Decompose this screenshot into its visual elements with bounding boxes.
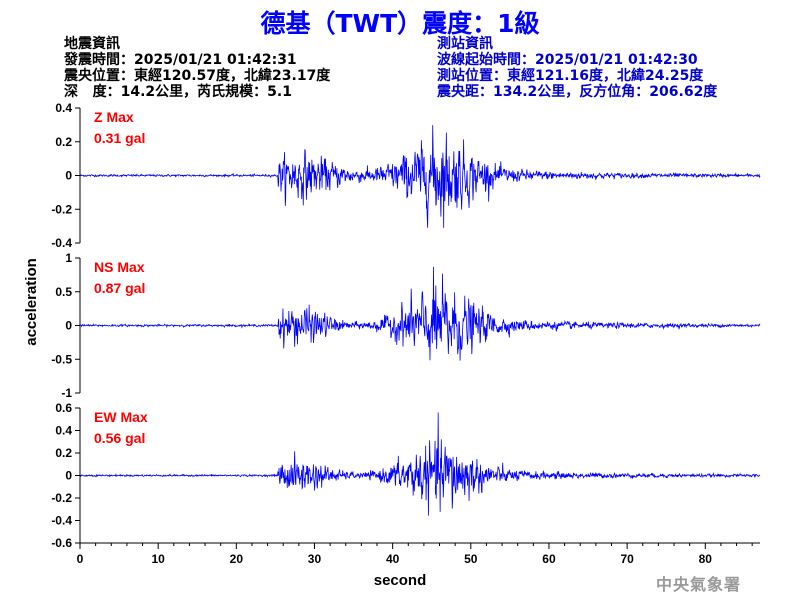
x-tick-label: 60 — [542, 552, 556, 566]
earthquake-info-heading: 地震資訊 — [64, 36, 120, 52]
epicenter: 震央位置：東經120.57度，北緯23.17度 — [64, 68, 331, 84]
x-tick-label: 80 — [699, 552, 713, 566]
y-tick-label-z: 0.2 — [55, 135, 72, 149]
x-tick-label: 10 — [151, 552, 165, 566]
y-tick-label-z: 0.4 — [55, 101, 72, 115]
y-tick-label-ns: -0.5 — [51, 352, 72, 366]
panel-ns: -1 -0.5 0 0.5 1 NS Max 0.87 gal — [51, 251, 761, 400]
max-title-z: Z Max — [94, 109, 134, 125]
origin-time: 發震時間：2025/01/21 01:42:31 — [64, 52, 297, 68]
y-tick-label-z: -0.4 — [51, 236, 72, 250]
panel-z: -0.4 -0.2 0 0.2 0.4 Z Max 0.31 gal — [51, 101, 761, 250]
y-tick-label-ns: 0.5 — [55, 285, 72, 299]
y-axis-label: acceleration — [23, 258, 40, 346]
x-axis: 0 10 20 30 40 50 60 70 80 — [77, 542, 760, 566]
y-tick-label-ew: 0.6 — [55, 401, 72, 415]
max-value-ew: 0.56 gal — [94, 430, 145, 446]
y-tick-label-ns: 0 — [65, 319, 72, 333]
max-title-ns: NS Max — [94, 259, 145, 275]
y-tick-label-z: -0.2 — [51, 202, 72, 216]
max-title-ew: EW Max — [94, 409, 148, 425]
watermark-logo: 中央氣象署 — [656, 575, 742, 594]
waveform-ns — [79, 266, 761, 361]
panels: -0.4 -0.2 0 0.2 0.4 Z Max 0.31 gal -1 -0.5 0 0.5 1 N… — [51, 101, 761, 550]
waveform-ew — [79, 412, 761, 516]
y-tick-label-ew: -0.6 — [51, 536, 72, 550]
y-tick-label-ns: -1 — [61, 386, 72, 400]
station-info: 測站資訊 波線起始時間：2025/01/21 01:42:30 測站位置：東經1… — [437, 36, 717, 100]
x-axis-label: second — [374, 572, 427, 589]
y-tick-label-z: 0 — [65, 169, 72, 183]
earthquake-info: 地震資訊 發震時間：2025/01/21 01:42:31 震央位置：東經120… — [64, 36, 330, 100]
x-tick-label: 50 — [464, 552, 478, 566]
wave-start-time: 波線起始時間：2025/01/21 01:42:30 — [437, 52, 698, 68]
y-tick-label-ew: -0.2 — [51, 491, 72, 505]
x-tick-label: 30 — [308, 552, 322, 566]
x-tick-label: 20 — [230, 552, 244, 566]
depth-magnitude: 深 度：14.2公里，芮氏規模：5.1 — [64, 84, 292, 100]
x-tick-label: 0 — [77, 552, 84, 566]
max-value-z: 0.31 gal — [94, 130, 145, 146]
distance-azimuth: 震央距：134.2公里，反方位角：206.62度 — [437, 84, 718, 100]
x-tick-label: 70 — [620, 552, 634, 566]
y-tick-label-ew: 0.2 — [55, 446, 72, 460]
station-location: 測站位置：東經121.16度，北緯24.25度 — [437, 68, 704, 84]
y-tick-label-ew: 0.4 — [55, 424, 72, 438]
station-info-heading: 測站資訊 — [437, 36, 493, 52]
x-tick-label: 40 — [386, 552, 400, 566]
y-tick-label-ew: -0.4 — [51, 514, 72, 528]
waveform-z — [79, 125, 761, 228]
page-title: 德基（TWT）震度：1級 — [260, 9, 540, 38]
max-value-ns: 0.87 gal — [94, 280, 145, 296]
y-tick-label-ew: 0 — [65, 469, 72, 483]
panel-ew: -0.6 -0.4 -0.2 0 0.2 0.4 0.6 EW Max 0.56 gal — [51, 401, 761, 550]
y-tick-label-ns: 1 — [65, 251, 72, 265]
